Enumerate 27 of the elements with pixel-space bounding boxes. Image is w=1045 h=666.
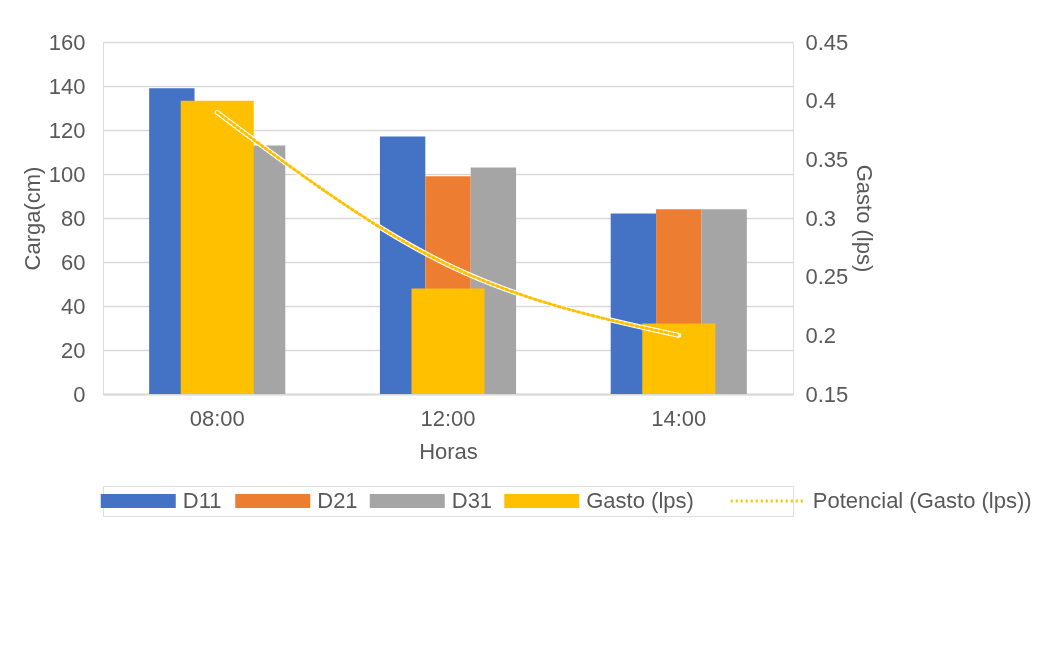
y-tick-label: 100 [48,161,86,187]
legend-label: D21 [317,488,358,513]
x-axis-title: Horas [419,438,478,464]
legend-label: Potencial (Gasto (lps)) [812,488,1032,513]
y2-axis-title: Gasto (lps) [852,164,878,273]
y-tick-label: 0 [73,381,86,407]
legend-label: D31 [451,488,493,513]
y-axis-title: Carga(cm) [19,166,45,271]
y2-tick-label: 0.25 [805,264,849,290]
y2-tick-label: 0.2 [805,322,837,348]
y2-tick-label: 0.4 [805,88,837,114]
y2-tick-label: 0.15 [805,381,849,407]
y2-tick-label: 0.45 [805,29,849,55]
y2-tick-label: 0.35 [805,146,849,172]
y-tick-label: 120 [48,117,86,143]
y-tick-label: 20 [61,337,86,363]
y-tick-label: 80 [61,205,86,231]
x-tick-label: 12:00 [420,405,476,431]
x-tick-label: 08:00 [189,405,245,431]
y2-tick-label: 0.3 [805,205,837,231]
y-tick-label: 140 [48,73,86,99]
y-tick-label: 60 [61,249,86,275]
legend-label: Gasto (lps) [586,488,694,513]
y-tick-label: 40 [61,293,86,319]
y-tick-label: 160 [48,29,86,55]
x-tick-label: 14:00 [651,405,707,431]
legend-label: D11 [182,488,222,513]
